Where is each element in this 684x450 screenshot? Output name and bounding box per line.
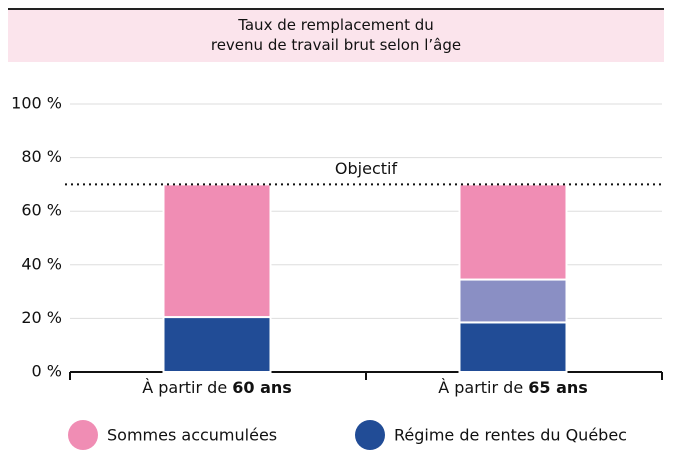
- x-tick-prefix: À partir de: [438, 378, 523, 397]
- x-tick-emphasis: 65 ans: [528, 378, 588, 397]
- x-tick-emphasis: 60 ans: [232, 378, 292, 397]
- target-label: Objectif: [335, 159, 398, 178]
- bar-segment: [458, 278, 568, 324]
- y-tick-label: 40 %: [21, 254, 62, 273]
- chart-title: Taux de remplacement du revenu de travai…: [8, 8, 664, 62]
- y-tick-label: 20 %: [21, 308, 62, 327]
- y-tick-label: 80 %: [21, 147, 62, 166]
- x-tick-label: À partir de 60 ans: [142, 378, 292, 397]
- y-tick-label: 0 %: [32, 362, 62, 381]
- x-tick-label: À partir de 65 ans: [438, 378, 588, 397]
- legend-swatch: [355, 420, 385, 450]
- legend-label: Régime de rentes du Québec: [394, 426, 627, 445]
- bar-segment: [458, 321, 568, 374]
- legend-label: Sommes accumulées: [107, 426, 277, 445]
- bar-segment: [162, 316, 272, 373]
- bar-segment: [458, 183, 568, 281]
- bar-segment: [162, 183, 272, 319]
- y-tick-label: 100 %: [11, 94, 62, 113]
- legend-swatch: [68, 420, 98, 450]
- y-tick-label: 60 %: [21, 201, 62, 220]
- x-tick-prefix: À partir de: [142, 378, 227, 397]
